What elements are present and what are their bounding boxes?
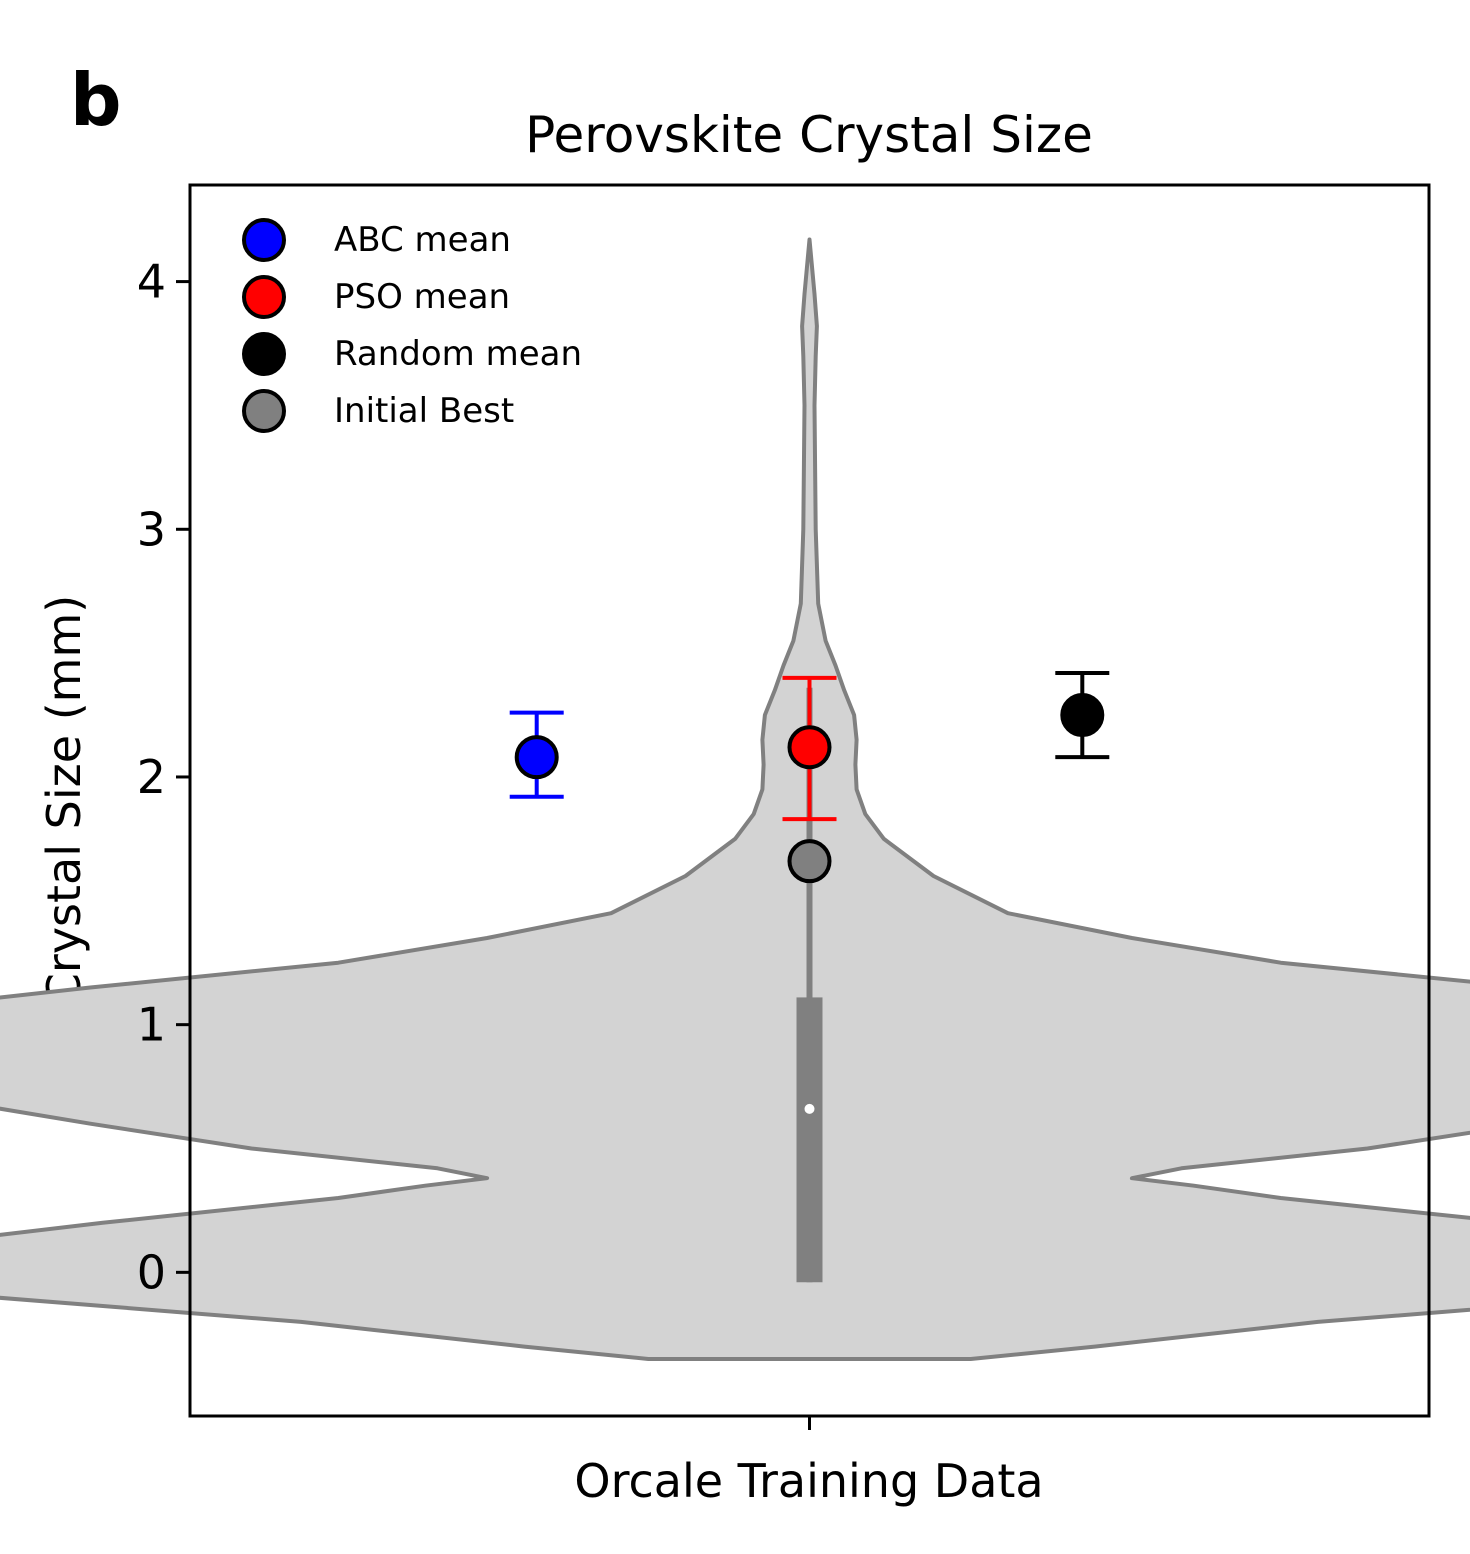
abc-mean-point xyxy=(514,735,559,780)
pso-mean-point xyxy=(787,725,832,770)
y-axis-label: Crystal Size (mm) xyxy=(37,595,91,1005)
initial-best-point xyxy=(787,839,832,884)
legend-label-pso-mean: PSO mean xyxy=(334,277,510,317)
legend-label-abc-mean: ABC mean xyxy=(334,220,511,260)
y-tick-label-4: 4 xyxy=(137,255,166,309)
legend-marker-pso-mean xyxy=(242,275,286,319)
y-tick-label-1: 1 xyxy=(137,998,166,1052)
chart-title: Perovskite Crystal Size xyxy=(525,106,1093,164)
legend-marker-abc-mean xyxy=(242,218,286,262)
panel-label: b xyxy=(70,58,122,142)
legend-label-initial-best: Initial Best xyxy=(334,391,514,431)
y-tick-label-3: 3 xyxy=(137,502,166,556)
x-axis-label: Orcale Training Data xyxy=(574,1454,1043,1508)
y-tick-label-0: 0 xyxy=(137,1245,166,1299)
legend-marker-initial-best xyxy=(242,389,286,433)
legend: ABC mean PSO mean Random mean Initial Best xyxy=(242,218,582,433)
violin-box xyxy=(796,997,823,1283)
violin-median xyxy=(804,1103,815,1114)
legend-marker-random-mean xyxy=(242,332,286,376)
violin-body xyxy=(0,237,1470,1361)
plot-area: 0 1 2 3 4 ABC mean PSO mean Random mean Initial … xyxy=(0,183,1470,1430)
y-tick-label-2: 2 xyxy=(137,750,166,804)
random-mean-point xyxy=(1060,693,1105,738)
legend-label-random-mean: Random mean xyxy=(334,334,582,374)
